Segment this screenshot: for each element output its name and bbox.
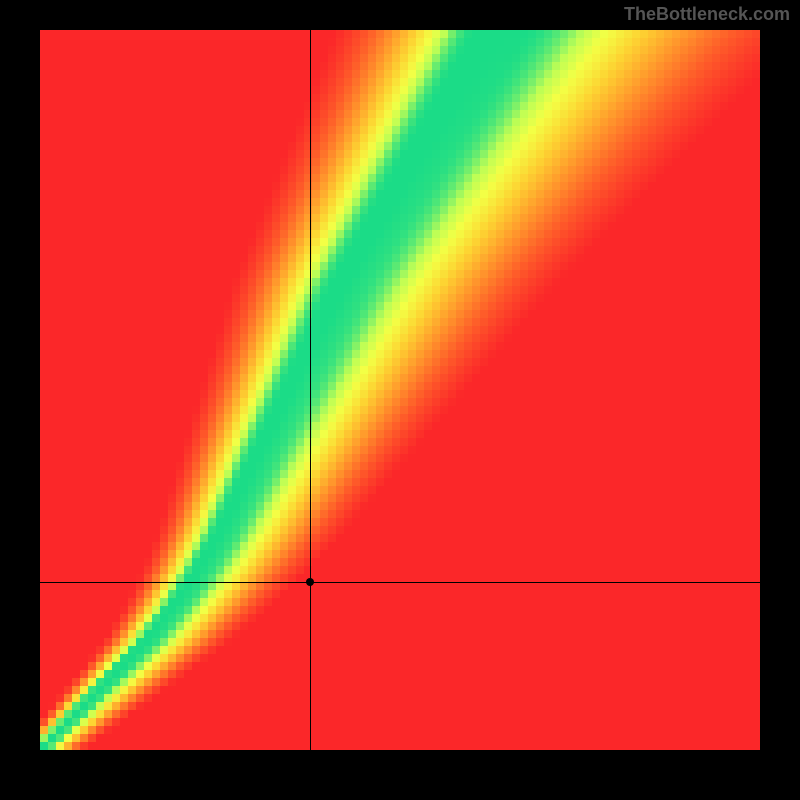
heatmap-plot	[40, 30, 760, 750]
crosshair-horizontal	[40, 582, 760, 583]
watermark: TheBottleneck.com	[624, 4, 790, 25]
crosshair-vertical	[310, 30, 311, 750]
heatmap-canvas	[40, 30, 760, 750]
crosshair-marker	[306, 578, 314, 586]
